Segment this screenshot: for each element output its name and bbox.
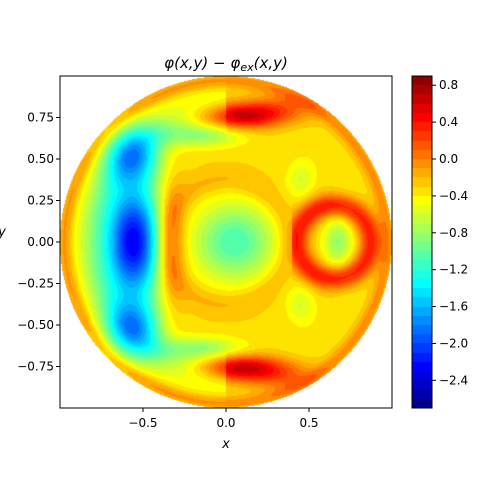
colorbar-tick-label: −0.4 (439, 189, 468, 203)
colorbar-tick-label: −1.2 (439, 263, 468, 277)
colorbar-tick-label: −0.8 (439, 226, 468, 240)
colorbar-tick-label: −2.4 (439, 373, 468, 387)
y-axis-label: y (0, 225, 6, 240)
y-tick-label: −0.25 (17, 277, 54, 291)
x-axis-label: x (221, 437, 230, 452)
plot-area (59, 75, 393, 409)
y-tick-label: 0.75 (27, 111, 54, 125)
x-tick-label: 0.5 (299, 416, 318, 430)
y-tick-label: −0.50 (17, 318, 54, 332)
x-tick-label: 0.0 (216, 416, 235, 430)
x-tick-label: −0.5 (128, 416, 157, 430)
colorbar-tick-label: −2.0 (439, 336, 468, 350)
y-tick-label: 0.25 (27, 194, 54, 208)
y-tick-label: 0.50 (27, 152, 54, 166)
y-tick-label: 0.00 (27, 235, 54, 249)
colorbar-gradient (412, 76, 432, 408)
y-axis-ticks: −0.75 −0.50 −0.25 0.00 0.25 0.50 0.75 (17, 111, 60, 374)
x-axis-ticks: −0.5 0.0 0.5 (128, 408, 319, 430)
heatmap-field (60, 76, 392, 408)
colorbar-tick-label: 0.4 (439, 115, 458, 129)
colorbar-tick-label: 0.8 (439, 78, 458, 92)
colorbar (411, 75, 433, 409)
y-tick-label: −0.75 (17, 360, 54, 374)
colorbar-ticks: 0.8 0.4 0.0 −0.4 −0.8 −1.2 −1.6 −2.0 −2.4 (432, 78, 468, 387)
colorbar-frame (411, 75, 433, 409)
chart-title: φ(x,y) − φex(x,y) (164, 54, 288, 74)
colorbar-tick-label: −1.6 (439, 300, 468, 314)
colorbar-tick-label: 0.0 (439, 152, 458, 166)
